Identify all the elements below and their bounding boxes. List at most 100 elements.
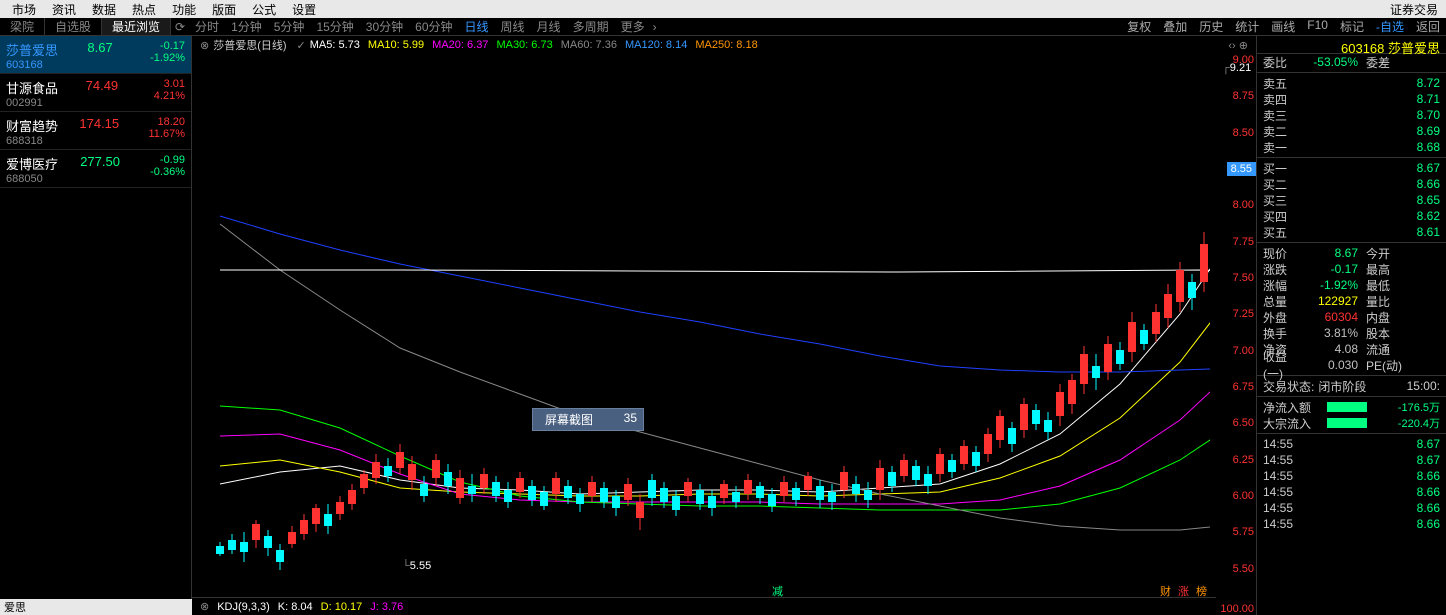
period-0[interactable]: 分时 <box>189 20 225 34</box>
tick-row: 14:558.66 <box>1257 516 1446 532</box>
menu-data[interactable]: 数据 <box>84 1 124 18</box>
tool-3[interactable]: 统计 <box>1229 18 1265 35</box>
price-tick: 7.00 <box>1218 345 1254 357</box>
tick-row: 14:558.66 <box>1257 484 1446 500</box>
kdj-scale: 100.00 <box>1220 603 1254 615</box>
orderbook-row: 卖五8.72 <box>1257 75 1446 91</box>
candlestick-chart[interactable] <box>200 54 1210 594</box>
price-tick: 8.50 <box>1218 127 1254 139</box>
detail-row: 现价8.67今开 <box>1257 245 1446 261</box>
current-price-marker: 8.55 <box>1227 162 1256 176</box>
detail-row: 换手3.81%股本 <box>1257 325 1446 341</box>
refresh-icon[interactable]: ⟳ <box>171 20 189 34</box>
menu-news[interactable]: 资讯 <box>44 1 84 18</box>
weibi-row: 委比 -53.05% 委差 <box>1257 54 1446 70</box>
expand-icon[interactable]: ‹› ⊕ <box>1228 39 1248 52</box>
quote-panel: 603168 莎普爱思 委比 -53.05% 委差 卖五8.72卖四8.71卖三… <box>1256 36 1446 615</box>
ma-MA60: MA60: 7.36 <box>561 39 617 51</box>
kdj-indicator: ⊗ KDJ(9,3,3) K: 8.04 D: 10.17 J: 3.76 <box>192 597 1216 615</box>
period-6[interactable]: 日线 <box>459 20 495 34</box>
chart-header: ⊗ 莎普爱思(日线) ✓ MA5: 5.73 MA10: 5.99 MA20: 6.… <box>192 36 1256 54</box>
price-tick: 5.75 <box>1218 526 1254 538</box>
detail-row: 收益(一)0.030PE(动) <box>1257 357 1446 373</box>
price-tick: 7.75 <box>1218 236 1254 248</box>
price-tick: 6.25 <box>1218 454 1254 466</box>
period-10[interactable]: 更多 <box>615 20 651 34</box>
screenshot-tooltip[interactable]: 屏幕截图 35 <box>532 408 644 431</box>
more-icon[interactable]: › <box>653 20 657 34</box>
menu-func[interactable]: 功能 <box>164 1 204 18</box>
price-tick: 8.00 <box>1218 199 1254 211</box>
tick-row: 14:558.67 <box>1257 436 1446 452</box>
menu-market[interactable]: 市场 <box>4 1 44 18</box>
detail-row: 涨跌-0.17最高 <box>1257 261 1446 277</box>
chart-area[interactable]: ⊗ 莎普爱思(日线) ✓ MA5: 5.73 MA10: 5.99 MA20: 6.… <box>192 36 1256 615</box>
period-5[interactable]: 60分钟 <box>409 20 458 34</box>
detail-row: 总量122927量比 <box>1257 293 1446 309</box>
close-icon[interactable]: ⊗ <box>200 39 209 52</box>
price-tick: 7.25 <box>1218 308 1254 320</box>
tool-2[interactable]: 历史 <box>1193 18 1229 35</box>
left-tab-1[interactable]: 自选股 <box>45 18 102 35</box>
kdj-k: K: 8.04 <box>278 601 313 613</box>
period-4[interactable]: 30分钟 <box>360 20 409 34</box>
tool-1[interactable]: 叠加 <box>1157 18 1193 35</box>
stock-row-688050[interactable]: 爱博医疗688050 277.50-0.99-0.36% <box>0 150 191 188</box>
menu-layout[interactable]: 版面 <box>204 1 244 18</box>
left-tab-0[interactable]: 梁院 <box>0 18 45 35</box>
tool-5[interactable]: F10 <box>1301 18 1334 35</box>
ma-MA120: MA120: 8.14 <box>625 39 687 51</box>
tick-row: 14:558.66 <box>1257 468 1446 484</box>
tick-row: 14:558.66 <box>1257 500 1446 516</box>
orderbook-row: 买三8.65 <box>1257 192 1446 208</box>
menu-settings[interactable]: 设置 <box>284 1 324 18</box>
ma-MA10: MA10: 5.99 <box>368 39 424 51</box>
orderbook-row: 买二8.66 <box>1257 176 1446 192</box>
tool-0[interactable]: 复权 <box>1121 18 1157 35</box>
stock-row-603168[interactable]: 莎普爱思603168 8.67-0.17-1.92% <box>0 36 191 74</box>
status-bar: 爱思 <box>0 599 192 615</box>
period-3[interactable]: 15分钟 <box>310 20 359 34</box>
left-tab-2[interactable]: 最近浏览 <box>102 18 171 35</box>
ma-MA5: MA5: 5.73 <box>310 39 360 51</box>
price-tick: 6.75 <box>1218 381 1254 393</box>
orderbook-row: 买一8.67 <box>1257 160 1446 176</box>
quote-header: 603168 莎普爱思 <box>1257 36 1446 54</box>
tool-7[interactable]: -自选 <box>1370 18 1410 35</box>
detail-row: 涨幅-1.92%最低 <box>1257 277 1446 293</box>
period-9[interactable]: 多周期 <box>567 20 615 34</box>
detail-row: 外盘60304内盘 <box>1257 309 1446 325</box>
stock-list: 莎普爱思603168 8.67-0.17-1.92%甘源食品002991 74.… <box>0 36 192 615</box>
price-tick: 7.50 <box>1218 272 1254 284</box>
ma-MA250: MA250: 8.18 <box>695 39 757 51</box>
kdj-j: J: 3.76 <box>370 601 403 613</box>
period-2[interactable]: 5分钟 <box>268 20 311 34</box>
menu-hot[interactable]: 热点 <box>124 1 164 18</box>
period-7[interactable]: 周线 <box>495 20 531 34</box>
menu-trade[interactable]: 证券交易 <box>1390 1 1442 18</box>
flow-row: 大宗流入-220.4万 <box>1257 415 1446 431</box>
check-icon[interactable]: ✓ <box>297 39 306 52</box>
kdj-d: D: 10.17 <box>321 601 363 613</box>
price-tick: 6.50 <box>1218 417 1254 429</box>
kdj-close-icon[interactable]: ⊗ <box>200 600 209 613</box>
stock-row-688318[interactable]: 财富趋势688318 174.1518.2011.67% <box>0 112 191 150</box>
chart-title: 莎普爱思(日线) <box>213 37 286 53</box>
stock-row-002991[interactable]: 甘源食品002991 74.493.014.21% <box>0 74 191 112</box>
tool-4[interactable]: 画线 <box>1265 18 1301 35</box>
ma-MA20: MA20: 6.37 <box>432 39 488 51</box>
tick-row: 14:558.67 <box>1257 452 1446 468</box>
price-axis: 9.008.758.508.258.007.757.507.257.006.75… <box>1218 54 1254 575</box>
period-8[interactable]: 月线 <box>531 20 567 34</box>
tool-8[interactable]: 返回 <box>1410 18 1446 35</box>
ma-MA30: MA30: 6.73 <box>496 39 552 51</box>
menu-formula[interactable]: 公式 <box>244 1 284 18</box>
period-1[interactable]: 1分钟 <box>225 20 268 34</box>
tool-6[interactable]: 标记 <box>1334 18 1370 35</box>
orderbook-row: 卖一8.68 <box>1257 139 1446 155</box>
price-tick: 6.00 <box>1218 490 1254 502</box>
orderbook-row: 卖二8.69 <box>1257 123 1446 139</box>
menubar: 市场 资讯 数据 热点 功能 版面 公式 设置 证券交易 <box>0 0 1446 18</box>
trade-status: 交易状态: 闭市阶段 15:00: <box>1257 378 1446 394</box>
price-tick: 5.50 <box>1218 563 1254 575</box>
